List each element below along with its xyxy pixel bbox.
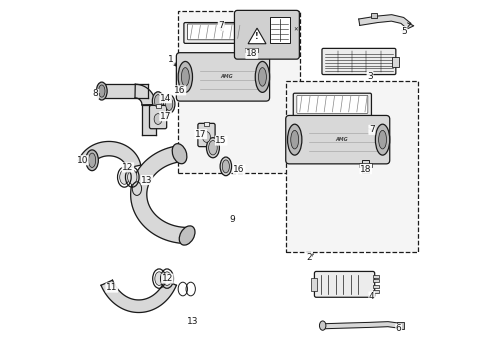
Bar <box>203 122 208 126</box>
Bar <box>372 290 378 293</box>
Text: 6: 6 <box>395 324 401 333</box>
Ellipse shape <box>378 130 386 149</box>
Polygon shape <box>101 280 176 312</box>
FancyBboxPatch shape <box>293 93 371 117</box>
Text: !: ! <box>255 32 258 41</box>
Bar <box>155 104 160 108</box>
Bar <box>391 57 398 67</box>
Ellipse shape <box>258 68 266 86</box>
FancyBboxPatch shape <box>285 116 389 164</box>
Ellipse shape <box>220 157 231 176</box>
Text: 14: 14 <box>160 94 171 103</box>
FancyBboxPatch shape <box>314 271 374 297</box>
Bar <box>269 17 290 43</box>
Text: 17: 17 <box>195 130 206 139</box>
Bar <box>362 160 368 173</box>
Text: 1: 1 <box>168 55 174 64</box>
Ellipse shape <box>88 153 96 167</box>
Ellipse shape <box>181 68 189 86</box>
Ellipse shape <box>178 62 192 93</box>
Text: 18: 18 <box>245 49 257 58</box>
Ellipse shape <box>255 62 269 93</box>
FancyBboxPatch shape <box>176 53 269 101</box>
Text: 8: 8 <box>93 89 99 98</box>
Text: 12: 12 <box>162 274 173 283</box>
FancyBboxPatch shape <box>183 23 244 43</box>
FancyBboxPatch shape <box>198 123 215 147</box>
FancyBboxPatch shape <box>234 10 299 59</box>
Bar <box>178 12 300 173</box>
Ellipse shape <box>96 82 107 100</box>
Text: 2: 2 <box>305 253 311 262</box>
Text: 7: 7 <box>218 21 224 30</box>
Text: 13: 13 <box>141 176 152 185</box>
Polygon shape <box>130 146 187 244</box>
Text: 4: 4 <box>368 292 374 301</box>
Polygon shape <box>321 321 398 329</box>
Text: 9: 9 <box>228 215 234 224</box>
FancyBboxPatch shape <box>149 105 166 129</box>
Ellipse shape <box>127 170 137 184</box>
Ellipse shape <box>165 98 172 111</box>
Ellipse shape <box>99 85 105 97</box>
Polygon shape <box>247 28 265 44</box>
Text: AMG: AMG <box>334 137 347 142</box>
Text: 15: 15 <box>215 136 226 145</box>
Bar <box>285 81 418 252</box>
Polygon shape <box>358 15 410 28</box>
Text: 18: 18 <box>359 165 371 174</box>
Ellipse shape <box>319 321 325 330</box>
Bar <box>372 275 378 278</box>
Text: 3: 3 <box>366 72 372 81</box>
Polygon shape <box>100 84 147 98</box>
Ellipse shape <box>155 272 163 285</box>
Polygon shape <box>78 141 141 168</box>
Text: 16: 16 <box>233 165 244 174</box>
FancyBboxPatch shape <box>321 48 395 75</box>
Ellipse shape <box>202 132 210 142</box>
Bar <box>310 278 316 291</box>
Bar <box>359 163 371 167</box>
Ellipse shape <box>154 95 162 108</box>
Ellipse shape <box>152 92 163 111</box>
Bar <box>371 13 376 18</box>
Ellipse shape <box>375 124 389 155</box>
Ellipse shape <box>120 170 129 184</box>
FancyBboxPatch shape <box>296 95 367 113</box>
Text: 10: 10 <box>77 156 88 165</box>
Text: 11: 11 <box>106 283 117 292</box>
Bar <box>247 45 255 57</box>
Text: 16: 16 <box>174 86 185 95</box>
Bar <box>372 279 378 282</box>
Ellipse shape <box>172 144 186 164</box>
Ellipse shape <box>154 114 162 125</box>
Ellipse shape <box>222 160 229 173</box>
Ellipse shape <box>85 150 98 171</box>
FancyBboxPatch shape <box>187 24 240 40</box>
Text: AMG: AMG <box>220 75 232 80</box>
Polygon shape <box>407 23 413 29</box>
Text: ✕: ✕ <box>292 28 297 33</box>
Polygon shape <box>135 84 155 105</box>
Bar <box>396 322 404 329</box>
Bar <box>372 285 378 288</box>
Text: 7: 7 <box>368 125 374 134</box>
Text: 5: 5 <box>400 27 406 36</box>
Text: 13: 13 <box>186 317 198 326</box>
Ellipse shape <box>290 130 298 149</box>
Ellipse shape <box>208 140 217 155</box>
Polygon shape <box>142 105 155 135</box>
Text: 17: 17 <box>160 112 171 121</box>
Ellipse shape <box>163 272 171 285</box>
Text: 12: 12 <box>122 163 133 172</box>
Bar <box>244 48 258 52</box>
Ellipse shape <box>206 138 219 158</box>
Ellipse shape <box>163 95 175 113</box>
Ellipse shape <box>287 124 301 155</box>
Ellipse shape <box>179 226 195 245</box>
